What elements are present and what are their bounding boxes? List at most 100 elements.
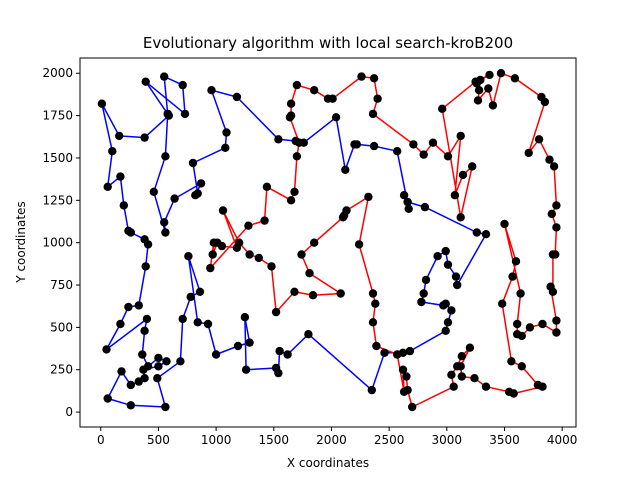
x-tick-label: 0 (97, 433, 105, 447)
chart-title: Evolutionary algorithm with local search… (143, 34, 513, 52)
city-node (474, 86, 484, 95)
city-node (191, 191, 200, 200)
city-node (408, 402, 417, 412)
city-node (369, 74, 379, 83)
city-node (439, 301, 448, 310)
city-node (552, 223, 561, 232)
city-node (547, 209, 556, 219)
y-tick-label: 1750 (42, 109, 73, 123)
city-node (102, 345, 111, 354)
city-node (398, 365, 408, 374)
city-node (116, 319, 125, 329)
city-node (380, 348, 389, 357)
city-node (286, 196, 296, 205)
city-node (504, 387, 514, 396)
city-node (286, 99, 296, 108)
city-node (161, 228, 170, 237)
y-tick-label: 0 (65, 405, 73, 419)
x-tick-label: 500 (147, 433, 170, 447)
city-node (292, 152, 302, 161)
city-node (458, 170, 468, 180)
city-node (119, 201, 128, 210)
city-node (404, 204, 413, 213)
city-node (160, 72, 169, 81)
city-node (552, 328, 561, 337)
x-tick-label: 3000 (432, 433, 463, 447)
city-node (222, 128, 231, 137)
city-node (481, 382, 491, 391)
city-node (456, 213, 465, 222)
city-node (233, 341, 243, 351)
city-node (517, 362, 526, 371)
city-node (232, 92, 242, 102)
city-node (433, 252, 442, 261)
city-node (368, 289, 378, 298)
city-node (331, 113, 341, 122)
city-node (524, 148, 533, 158)
x-tick-label: 1000 (201, 433, 232, 447)
y-tick-label: 500 (50, 320, 73, 334)
city-node (545, 155, 554, 164)
city-node (420, 202, 430, 212)
city-node (421, 275, 431, 285)
city-node (405, 346, 415, 356)
city-node (245, 250, 254, 259)
city-node (209, 238, 218, 247)
city-node (310, 86, 319, 95)
city-node (245, 338, 254, 347)
city-node (295, 138, 304, 147)
city-node (354, 240, 364, 249)
city-node (186, 292, 195, 302)
city-node (328, 94, 337, 103)
city-node (180, 109, 190, 119)
city-node (292, 80, 302, 90)
city-node (297, 250, 306, 259)
city-node (457, 352, 466, 361)
y-axis-label: Y coordinates (14, 201, 28, 283)
city-node (369, 141, 379, 151)
city-node (447, 370, 456, 379)
city-node (195, 287, 205, 296)
city-node (496, 69, 506, 78)
city-node (456, 131, 465, 141)
x-tick-label: 2500 (374, 433, 405, 447)
city-node (472, 228, 481, 237)
city-node (221, 143, 230, 152)
city-node (271, 307, 281, 317)
city-node (500, 219, 509, 229)
city-node (232, 243, 242, 252)
city-node (203, 319, 213, 329)
city-node (161, 402, 170, 412)
city-node (260, 216, 269, 225)
plot-area (97, 69, 561, 412)
city-node (534, 135, 544, 144)
city-node (393, 147, 402, 156)
city-node (470, 374, 479, 383)
city-node (164, 111, 173, 120)
city-node (403, 197, 412, 207)
city-node (141, 77, 150, 86)
city-node (138, 350, 147, 359)
city-node (178, 80, 187, 90)
city-node (449, 382, 458, 391)
city-node (441, 246, 450, 256)
city-node (546, 282, 555, 291)
y-tick-label: 1250 (42, 193, 73, 207)
city-node (508, 272, 517, 281)
city-node (103, 394, 112, 403)
city-node (305, 269, 314, 278)
city-node (438, 104, 447, 114)
city-node (513, 330, 522, 339)
city-node (142, 314, 152, 324)
city-node (538, 319, 547, 329)
city-node (371, 299, 380, 308)
city-node (472, 79, 481, 88)
city-node (548, 250, 558, 259)
city-node (206, 263, 215, 273)
city-node (240, 313, 250, 322)
city-node (275, 346, 284, 356)
city-node (97, 99, 107, 108)
city-node (134, 301, 143, 310)
city-node (417, 297, 426, 307)
